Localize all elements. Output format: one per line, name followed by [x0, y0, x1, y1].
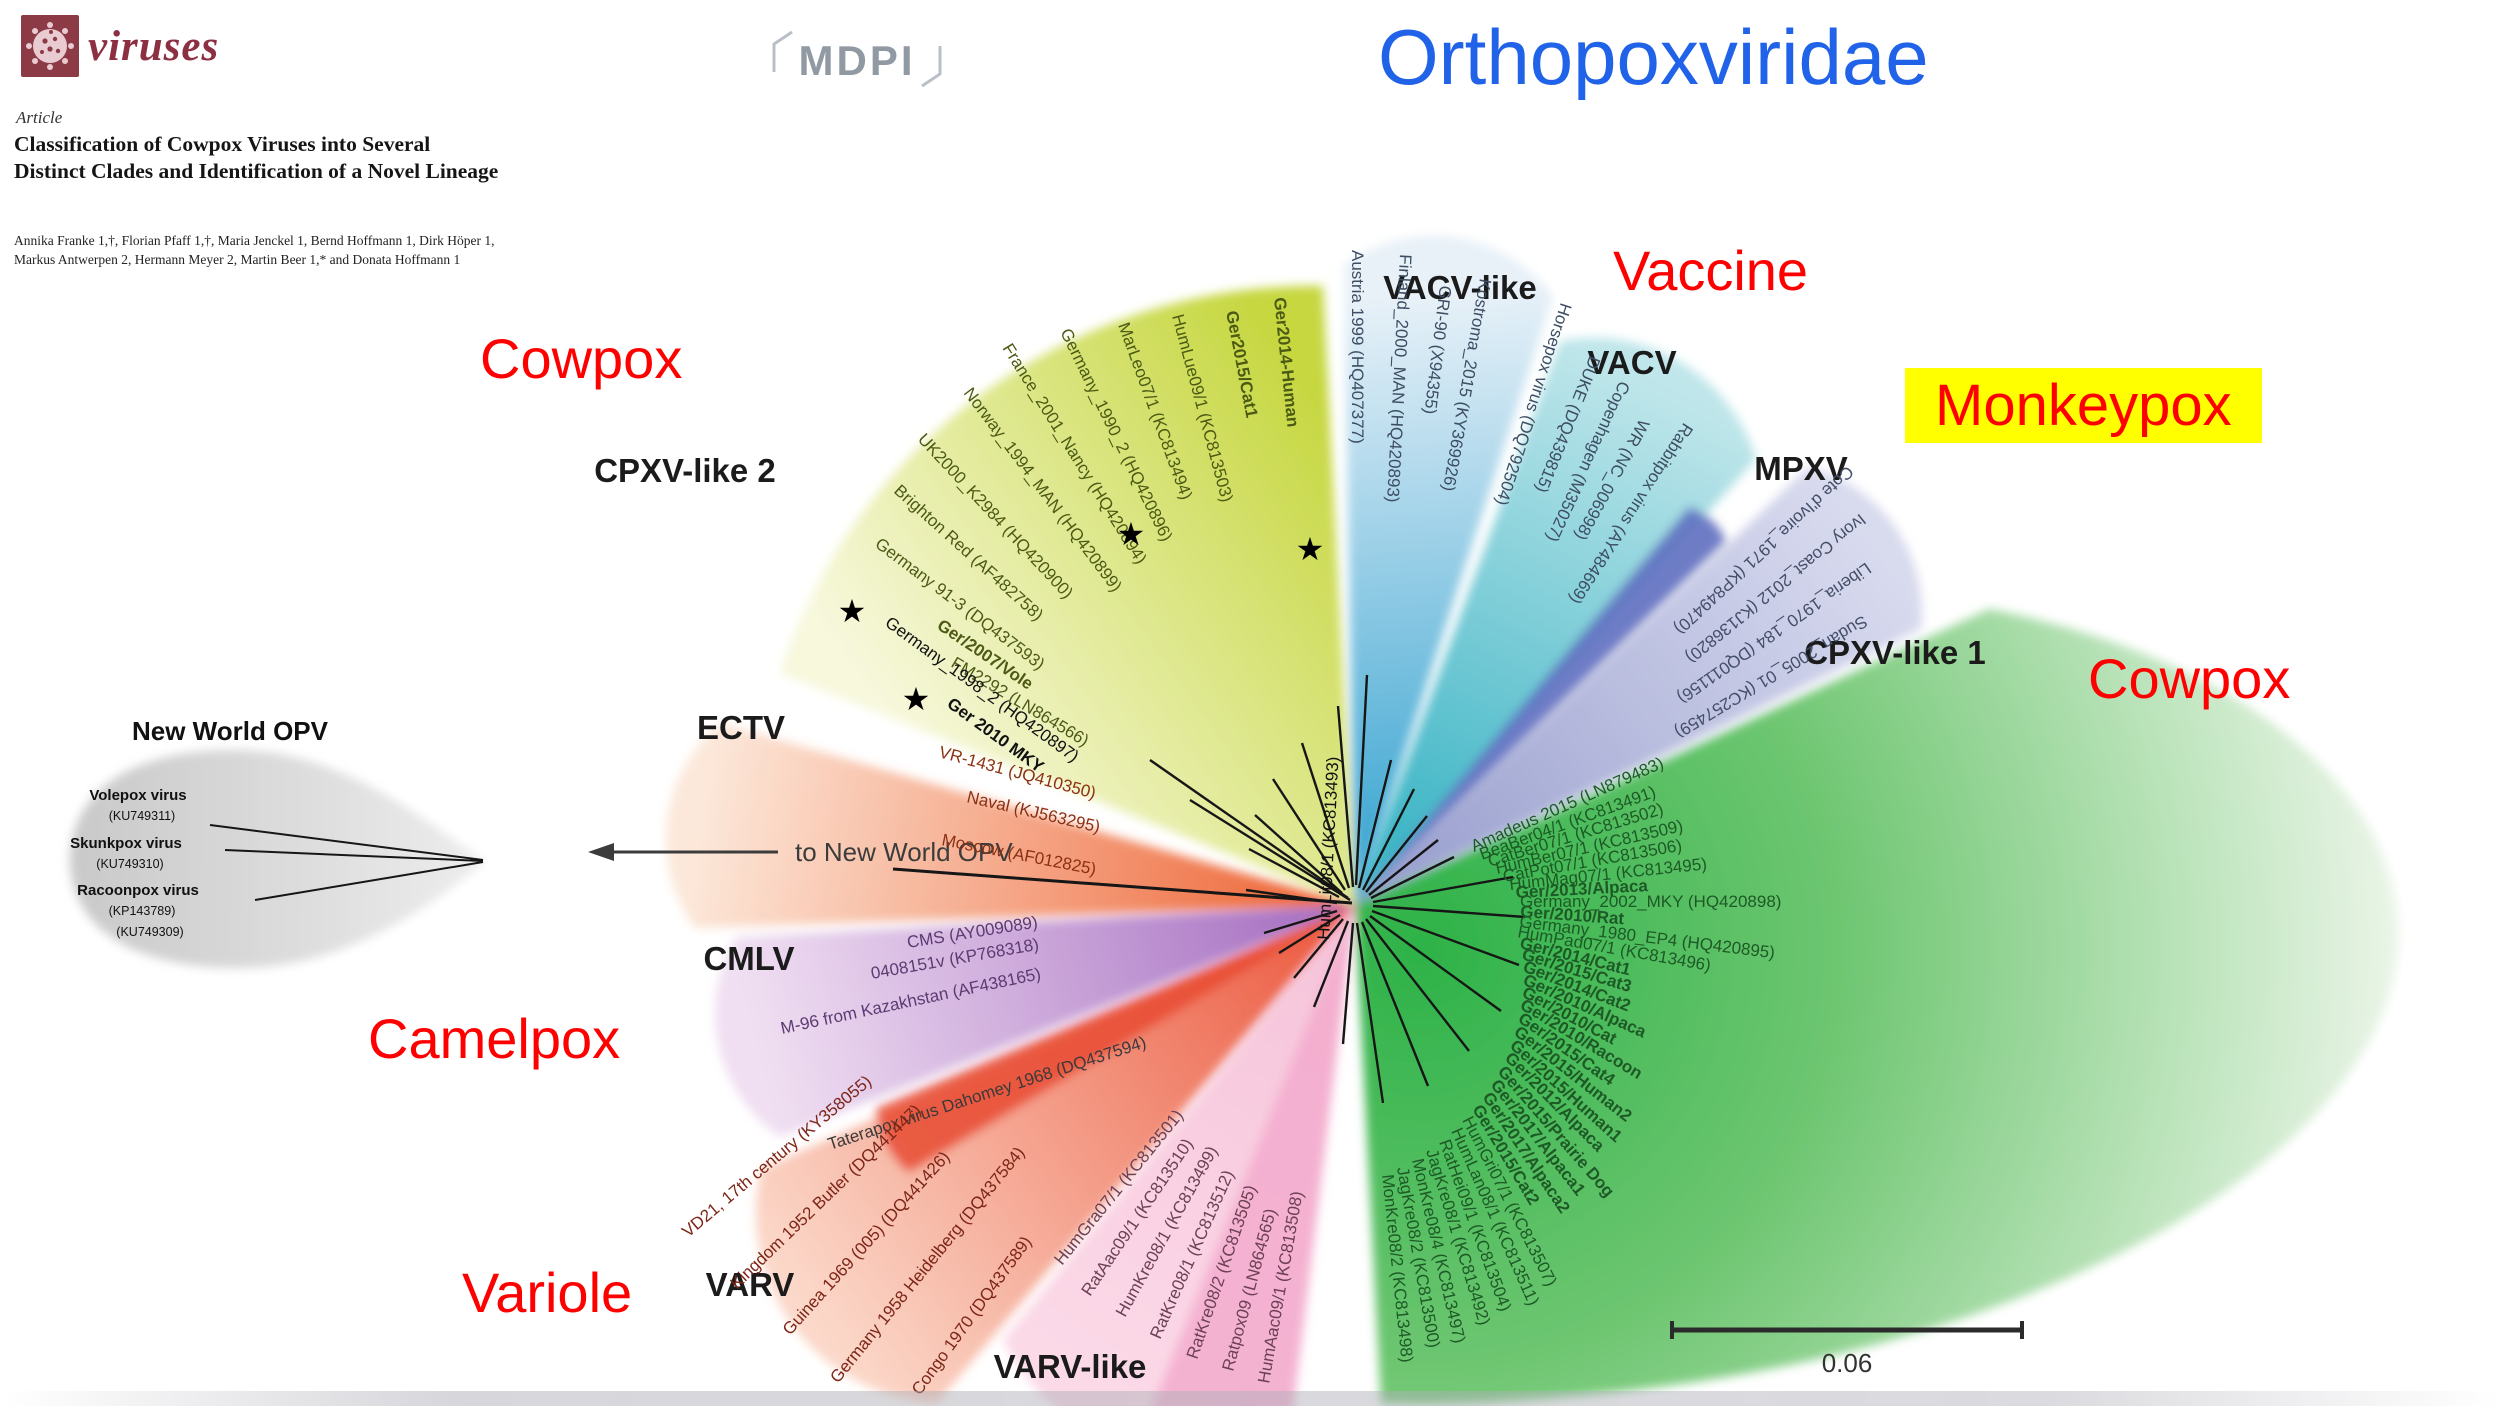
paper-title: Classification of Cowpox Viruses into Se… [14, 131, 498, 185]
authors-line2: Markus Antwerpen 2, Hermann Meyer 2, Mar… [14, 252, 461, 267]
star-icon: ★ [902, 681, 931, 717]
star-icon: ★ [838, 593, 867, 629]
taxon-label: (KU749311) [109, 809, 175, 823]
annotation-camelpox: Camelpox [368, 1007, 621, 1070]
clade-name-vacv: VACV [1587, 344, 1676, 381]
wedge-cpxv-like-1 [1355, 609, 2399, 1405]
wedge-vacv [1355, 337, 1756, 905]
taxon-label: Skunkpox virus [70, 835, 182, 852]
taxon-label: Germany_2002_MKY (HQ420898) [1520, 892, 1781, 911]
taxon-label: Volepox virus [89, 787, 186, 804]
annotation-monkeypox-highlighted: Monkeypox [1905, 368, 2262, 443]
star-icon: ★ [1296, 531, 1325, 567]
clade-name-varv-like: VARV-like [994, 1348, 1147, 1385]
new-world-opv-arrow: to New World OPV [588, 837, 1013, 867]
clade-name-new-world-opv: New World OPV [132, 716, 329, 746]
clade-name-cmlv: CMLV [703, 940, 794, 977]
scale-bar: 0.06 [1670, 1321, 2024, 1378]
annotation-vaccine: Vaccine [1613, 239, 1809, 302]
paper-title-line2: Distinct Clades and Identification of a … [14, 159, 499, 183]
annotation-variole: Variole [462, 1261, 633, 1324]
tree-branches [209, 674, 1526, 1104]
annotation-cowpox-left: Cowpox [480, 327, 683, 390]
annotation-cowpox-right: Cowpox [2088, 647, 2291, 710]
taxon-label: (KU749309) [116, 925, 183, 939]
article-type: Article [16, 108, 63, 127]
journal-name: viruses [88, 23, 220, 70]
arrow-left-icon [588, 843, 614, 861]
arrow-label: to New World OPV [795, 837, 1013, 867]
viruses-journal-logo [21, 15, 79, 77]
scale-bar-label: 0.06 [1822, 1348, 1873, 1378]
paper-authors: Annika Franke 1,†, Florian Pfaff 1,†, Ma… [14, 231, 495, 269]
wedge-varv [755, 905, 1355, 1403]
wedge-varv-red-slice [876, 905, 1355, 1173]
taxon-label: Racoonpox virus [77, 882, 199, 899]
clade-name-cpxv-like-1: CPXV-like 1 [1804, 634, 1986, 671]
bottom-cutoff-band [0, 1391, 2500, 1406]
taxa-cpxv-like-1: Amadeus 2015 (LN879483) BeaBer04/1 (KC81… [1378, 753, 1781, 1363]
wedge-cpxv-like-2 [780, 285, 1355, 905]
clade-name-vacv-like: VACV-like [1383, 269, 1536, 306]
slide-title: Orthopoxviridae [1378, 13, 1929, 101]
mdpi-wordmark: MDPI [799, 37, 916, 84]
clade-name-cpxv-like-2: CPXV-like 2 [594, 452, 776, 489]
wedge-rabbitpox-slice [1355, 507, 1726, 905]
paper-title-line1: Classification of Cowpox Viruses into Se… [14, 132, 431, 156]
wedge-mpxv [1355, 467, 1922, 905]
authors-line1: Annika Franke 1,†, Florian Pfaff 1,†, Ma… [14, 233, 495, 248]
clade-name-ectv: ECTV [697, 709, 785, 746]
wedge-cmlv [715, 905, 1355, 1137]
taxon-label: (KP143789) [109, 904, 176, 918]
wedge-vacv-like [1344, 235, 1553, 905]
taxon-label: (KU749310) [96, 857, 163, 871]
wedge-new-world-opv [70, 749, 485, 969]
star-icon: ★ [1117, 516, 1146, 552]
taxa-new-world-opv: Volepox virus (KU749311) Skunkpox virus … [70, 787, 199, 939]
clade-wedges [70, 235, 2399, 1406]
wedge-varv-like-deep [1152, 905, 1355, 1406]
virus-icon [26, 22, 74, 70]
clade-name-varv: VARV [706, 1266, 795, 1303]
mdpi-hexagon-stroke [921, 46, 942, 88]
wedge-ectv [665, 723, 1355, 928]
clade-name-mpxv: MPXV [1754, 450, 1848, 487]
mdpi-hexagon-stroke [772, 30, 793, 72]
taxon-label: Austria 1999 (HQ407377) [1348, 250, 1367, 444]
mdpi-logo: MDPI [762, 20, 952, 103]
